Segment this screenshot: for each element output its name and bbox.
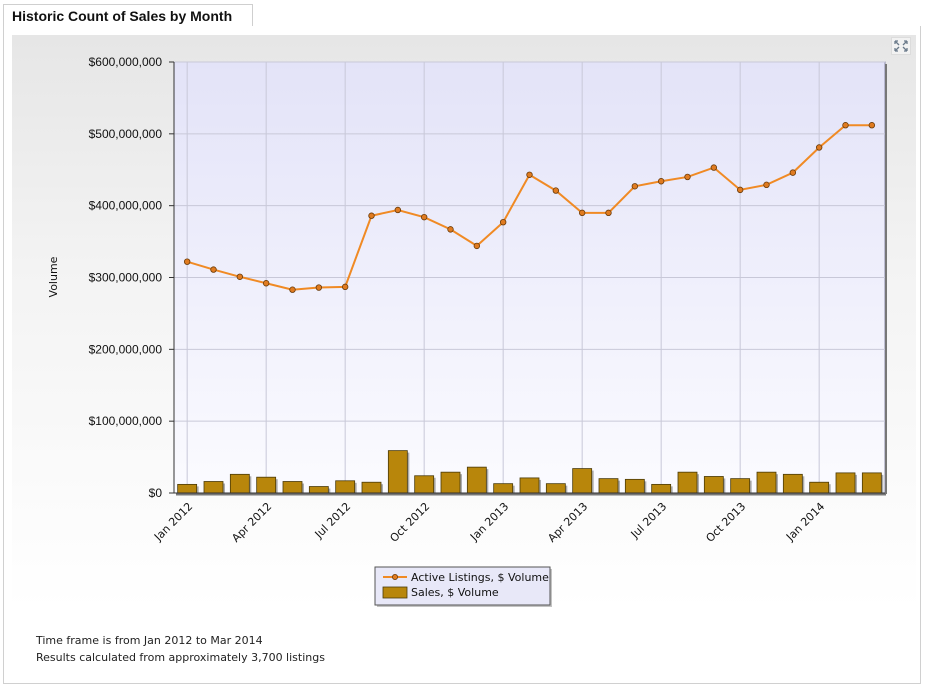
- active-listings-point: [605, 209, 612, 217]
- sales-bar: [493, 483, 514, 494]
- y-tick-label: $0: [149, 486, 163, 500]
- sales-bar: [177, 483, 198, 494]
- sales-bar: [466, 466, 487, 494]
- active-listings-point: [578, 209, 586, 217]
- sales-bar: [440, 471, 461, 494]
- sales-bar: [572, 468, 593, 494]
- sales-bar: [835, 472, 856, 494]
- active-listings-point: [710, 164, 718, 171]
- active-listings-point: [684, 173, 691, 181]
- y-tick-label: $500,000,000: [89, 127, 163, 141]
- sales-bar: [809, 481, 830, 494]
- sales-bar: [782, 473, 803, 494]
- y-axis-label: Volume: [47, 256, 60, 297]
- active-listings-point: [631, 183, 639, 190]
- active-listings-point: [368, 212, 375, 219]
- active-listings-point: [789, 169, 797, 176]
- active-listings-point: [499, 218, 507, 226]
- x-tick-label: Oct 2013: [703, 500, 748, 545]
- active-listings-point: [183, 258, 191, 265]
- sales-bar: [651, 483, 672, 494]
- sales-bar: [624, 478, 645, 494]
- active-listings-point: [289, 286, 296, 293]
- timeframe-note: Time frame is from Jan 2012 to Mar 2014: [36, 634, 263, 647]
- sales-bar: [703, 476, 724, 494]
- x-tick-label: Jan 2012: [151, 500, 195, 544]
- sales-bar: [387, 450, 408, 494]
- sales-bar: [282, 481, 303, 494]
- active-listings-point: [815, 144, 823, 151]
- sales-bar: [519, 477, 540, 494]
- active-listings-point: [868, 122, 876, 129]
- legend-label-active-listings: Active Listings, $ Volume: [411, 571, 549, 584]
- active-listings-point: [763, 181, 770, 189]
- x-tick-label: Jul 2013: [628, 500, 670, 542]
- panel-title: Historic Count of Sales by Month: [12, 8, 233, 24]
- legend-box: [374, 566, 551, 606]
- sales-bar: [545, 483, 566, 494]
- sales-bar: [598, 478, 619, 494]
- active-listings-point: [552, 187, 560, 194]
- legend-bar-swatch: [382, 586, 408, 599]
- active-listings-point: [341, 283, 349, 291]
- sales-bar: [861, 472, 882, 494]
- sales-bar: [756, 471, 777, 494]
- panel-tab[interactable]: Historic Count of Sales by Month: [3, 4, 253, 27]
- active-listings-point: [262, 280, 270, 287]
- active-listings-point: [210, 266, 217, 273]
- sales-bar: [677, 471, 698, 494]
- x-tick-label: Apr 2013: [545, 500, 590, 545]
- active-listings-point: [315, 284, 323, 291]
- active-listings-point: [842, 122, 849, 129]
- x-tick-label: Jan 2014: [783, 500, 827, 544]
- expand-icon[interactable]: [891, 37, 911, 55]
- chart-footer: Time frame is from Jan 2012 to Mar 2014 …: [36, 632, 325, 666]
- active-listings-point: [394, 206, 402, 214]
- sales-bar: [203, 481, 224, 494]
- sales-bar: [229, 473, 250, 494]
- listing-count-note: Results calculated from approximately 3,…: [36, 651, 325, 664]
- sales-bar: [730, 478, 751, 494]
- active-listings-point: [420, 213, 428, 221]
- x-tick-label: Jul 2012: [312, 500, 354, 542]
- active-listings-point: [736, 186, 744, 194]
- sales-bar: [335, 480, 356, 494]
- x-tick-label: Apr 2012: [229, 500, 274, 545]
- y-tick-label: $100,000,000: [89, 414, 163, 428]
- y-tick-label: $200,000,000: [89, 342, 163, 356]
- active-listings-point: [236, 273, 244, 280]
- y-tick-label: $400,000,000: [89, 199, 163, 213]
- sales-bar: [414, 475, 435, 494]
- y-tick-label: $600,000,000: [89, 55, 163, 69]
- sales-bar: [308, 486, 329, 494]
- active-listings-point: [526, 171, 533, 178]
- y-tick-label: $300,000,000: [89, 271, 163, 285]
- sales-bar: [361, 481, 382, 494]
- x-tick-label: Oct 2012: [387, 500, 432, 545]
- x-tick-label: Jan 2013: [467, 500, 511, 544]
- sales-bar: [256, 476, 277, 494]
- active-listings-point: [447, 226, 454, 233]
- legend-label-sales: Sales, $ Volume: [411, 586, 499, 599]
- active-listings-point: [473, 242, 481, 250]
- active-listings-point: [657, 178, 665, 185]
- legend-point-swatch: [391, 574, 398, 581]
